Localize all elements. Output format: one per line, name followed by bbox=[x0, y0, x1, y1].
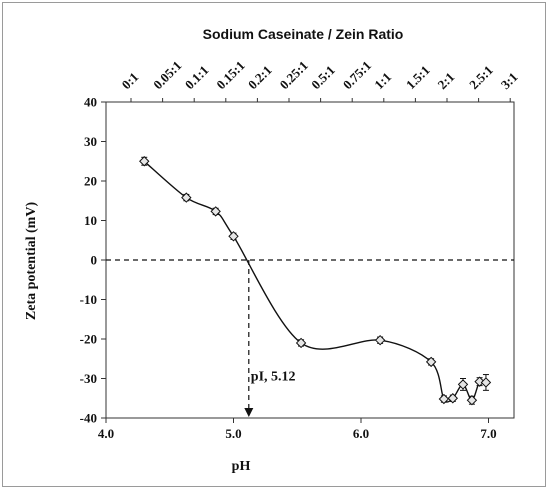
top-tick-label: 0.2:1 bbox=[245, 62, 275, 92]
error-bars bbox=[141, 156, 489, 405]
y-tick-label: 0 bbox=[91, 253, 98, 268]
x-tick-label: 5.0 bbox=[225, 426, 241, 441]
data-point bbox=[447, 393, 459, 404]
pi-annotation: pI, 5.12 bbox=[251, 369, 296, 384]
data-point bbox=[457, 379, 469, 390]
y-tick-label: 30 bbox=[84, 134, 97, 149]
x-tick-label: 6.0 bbox=[353, 426, 369, 441]
x-axis-title: pH bbox=[232, 459, 251, 474]
top-tick-label: 0.75:1 bbox=[340, 58, 374, 92]
y-tick-label: -30 bbox=[80, 371, 97, 386]
y-tick-label: 20 bbox=[84, 174, 97, 189]
top-tick-label: 3:1 bbox=[498, 69, 521, 92]
pi-arrowhead bbox=[244, 408, 254, 417]
top-axis-ticks: 0:1 0.05:10.1:1 0.15:10.2:1 0.25:10.5:1 0.75… bbox=[119, 58, 521, 102]
top-tick-label: 1:1 bbox=[371, 69, 394, 92]
y-tick-label: 40 bbox=[84, 95, 97, 110]
data-point bbox=[480, 377, 492, 388]
data-markers bbox=[139, 156, 492, 406]
top-tick-label: 0.15:1 bbox=[213, 58, 247, 92]
data-point bbox=[438, 393, 450, 405]
data-point bbox=[181, 192, 192, 203]
y-axis-title: Zeta potential (mV) bbox=[24, 202, 39, 321]
top-tick-label: 2:1 bbox=[435, 69, 458, 92]
y-tick-label: -10 bbox=[80, 292, 97, 307]
x-tick-label: 4.0 bbox=[98, 426, 114, 441]
y-tick-label: -20 bbox=[80, 332, 97, 347]
trend-curve bbox=[143, 160, 487, 403]
top-tick-label: 0.1:1 bbox=[182, 62, 212, 92]
data-point bbox=[466, 395, 478, 406]
data-point bbox=[228, 231, 239, 242]
data-point bbox=[374, 334, 386, 346]
data-point bbox=[425, 356, 437, 368]
top-axis-title: Sodium Caseinate / Zein Ratio bbox=[203, 26, 404, 42]
y-tick-label: -40 bbox=[80, 411, 97, 426]
top-tick-label: 1.5:1 bbox=[403, 62, 433, 92]
x-axis-ticks: 4.0 5.0 6.0 7.0 bbox=[98, 418, 497, 441]
y-axis-ticks: 40 30 20 10 0 -10 -20 -30 -40 bbox=[80, 95, 106, 426]
zeta-potential-chart: Sodium Caseinate / Zein Ratio pH Zeta po… bbox=[24, 26, 521, 474]
data-point bbox=[295, 337, 307, 349]
top-tick-label: 0.5:1 bbox=[308, 62, 338, 92]
x-tick-label: 7.0 bbox=[480, 426, 496, 441]
y-tick-label: 10 bbox=[84, 213, 97, 228]
top-tick-label: 0.05:1 bbox=[150, 58, 184, 92]
data-point bbox=[474, 376, 485, 387]
data-point bbox=[139, 156, 150, 167]
top-tick-label: 0:1 bbox=[119, 69, 142, 92]
top-tick-label: 2.5:1 bbox=[466, 62, 496, 92]
chart-frame: Sodium Caseinate / Zein Ratio pH Zeta po… bbox=[2, 2, 546, 487]
data-point bbox=[210, 206, 221, 217]
top-tick-label: 0.25:1 bbox=[277, 58, 311, 92]
